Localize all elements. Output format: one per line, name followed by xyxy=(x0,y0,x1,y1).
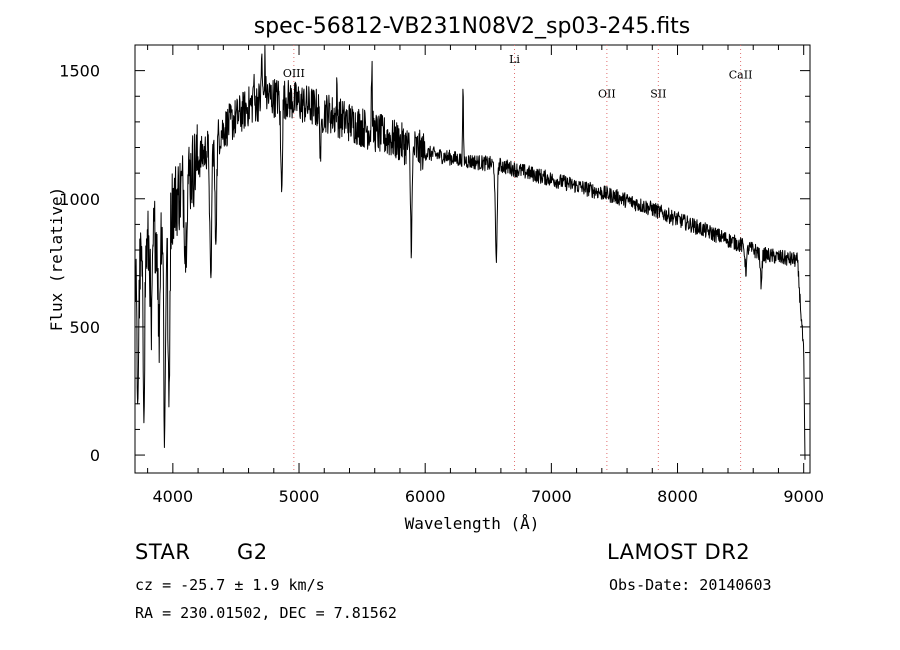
x-tick-label: 7000 xyxy=(531,487,572,506)
x-tick-label: 5000 xyxy=(279,487,320,506)
x-tick-label: 6000 xyxy=(405,487,446,506)
y-axis-label: Flux (relative) xyxy=(47,187,66,332)
line-label-sii: SII xyxy=(650,88,666,101)
redshift-label: cz = -25.7 ± 1.9 km/s xyxy=(135,576,325,594)
chart-title: spec-56812-VB231N08V2_sp03-245.fits xyxy=(254,14,691,39)
x-tick-label: 8000 xyxy=(657,487,698,506)
line-label-oii: OII xyxy=(598,88,616,101)
y-tick-label: 1500 xyxy=(59,62,100,81)
line-label-caii: CaII xyxy=(729,68,753,81)
spectrum-line xyxy=(134,44,806,460)
y-tick-label: 1000 xyxy=(59,190,100,209)
y-tick-label: 500 xyxy=(69,318,100,337)
plot-frame xyxy=(134,44,811,474)
obs-date-label: Obs-Date: 20140603 xyxy=(609,576,772,594)
object-class-label: STAR xyxy=(135,540,191,564)
x-axis-label: Wavelength (Å) xyxy=(405,514,540,533)
survey-label: LAMOST DR2 xyxy=(607,540,751,564)
x-tick-label: 4000 xyxy=(152,487,193,506)
ra-dec-label: RA = 230.01502, DEC = 7.81562 xyxy=(135,604,397,622)
line-label-oiii: OIII xyxy=(283,67,305,80)
x-tick-label: 9000 xyxy=(783,487,824,506)
object-subclass-label: G2 xyxy=(237,540,268,564)
y-tick-label: 0 xyxy=(90,446,100,465)
line-label-li: Li xyxy=(509,53,520,66)
